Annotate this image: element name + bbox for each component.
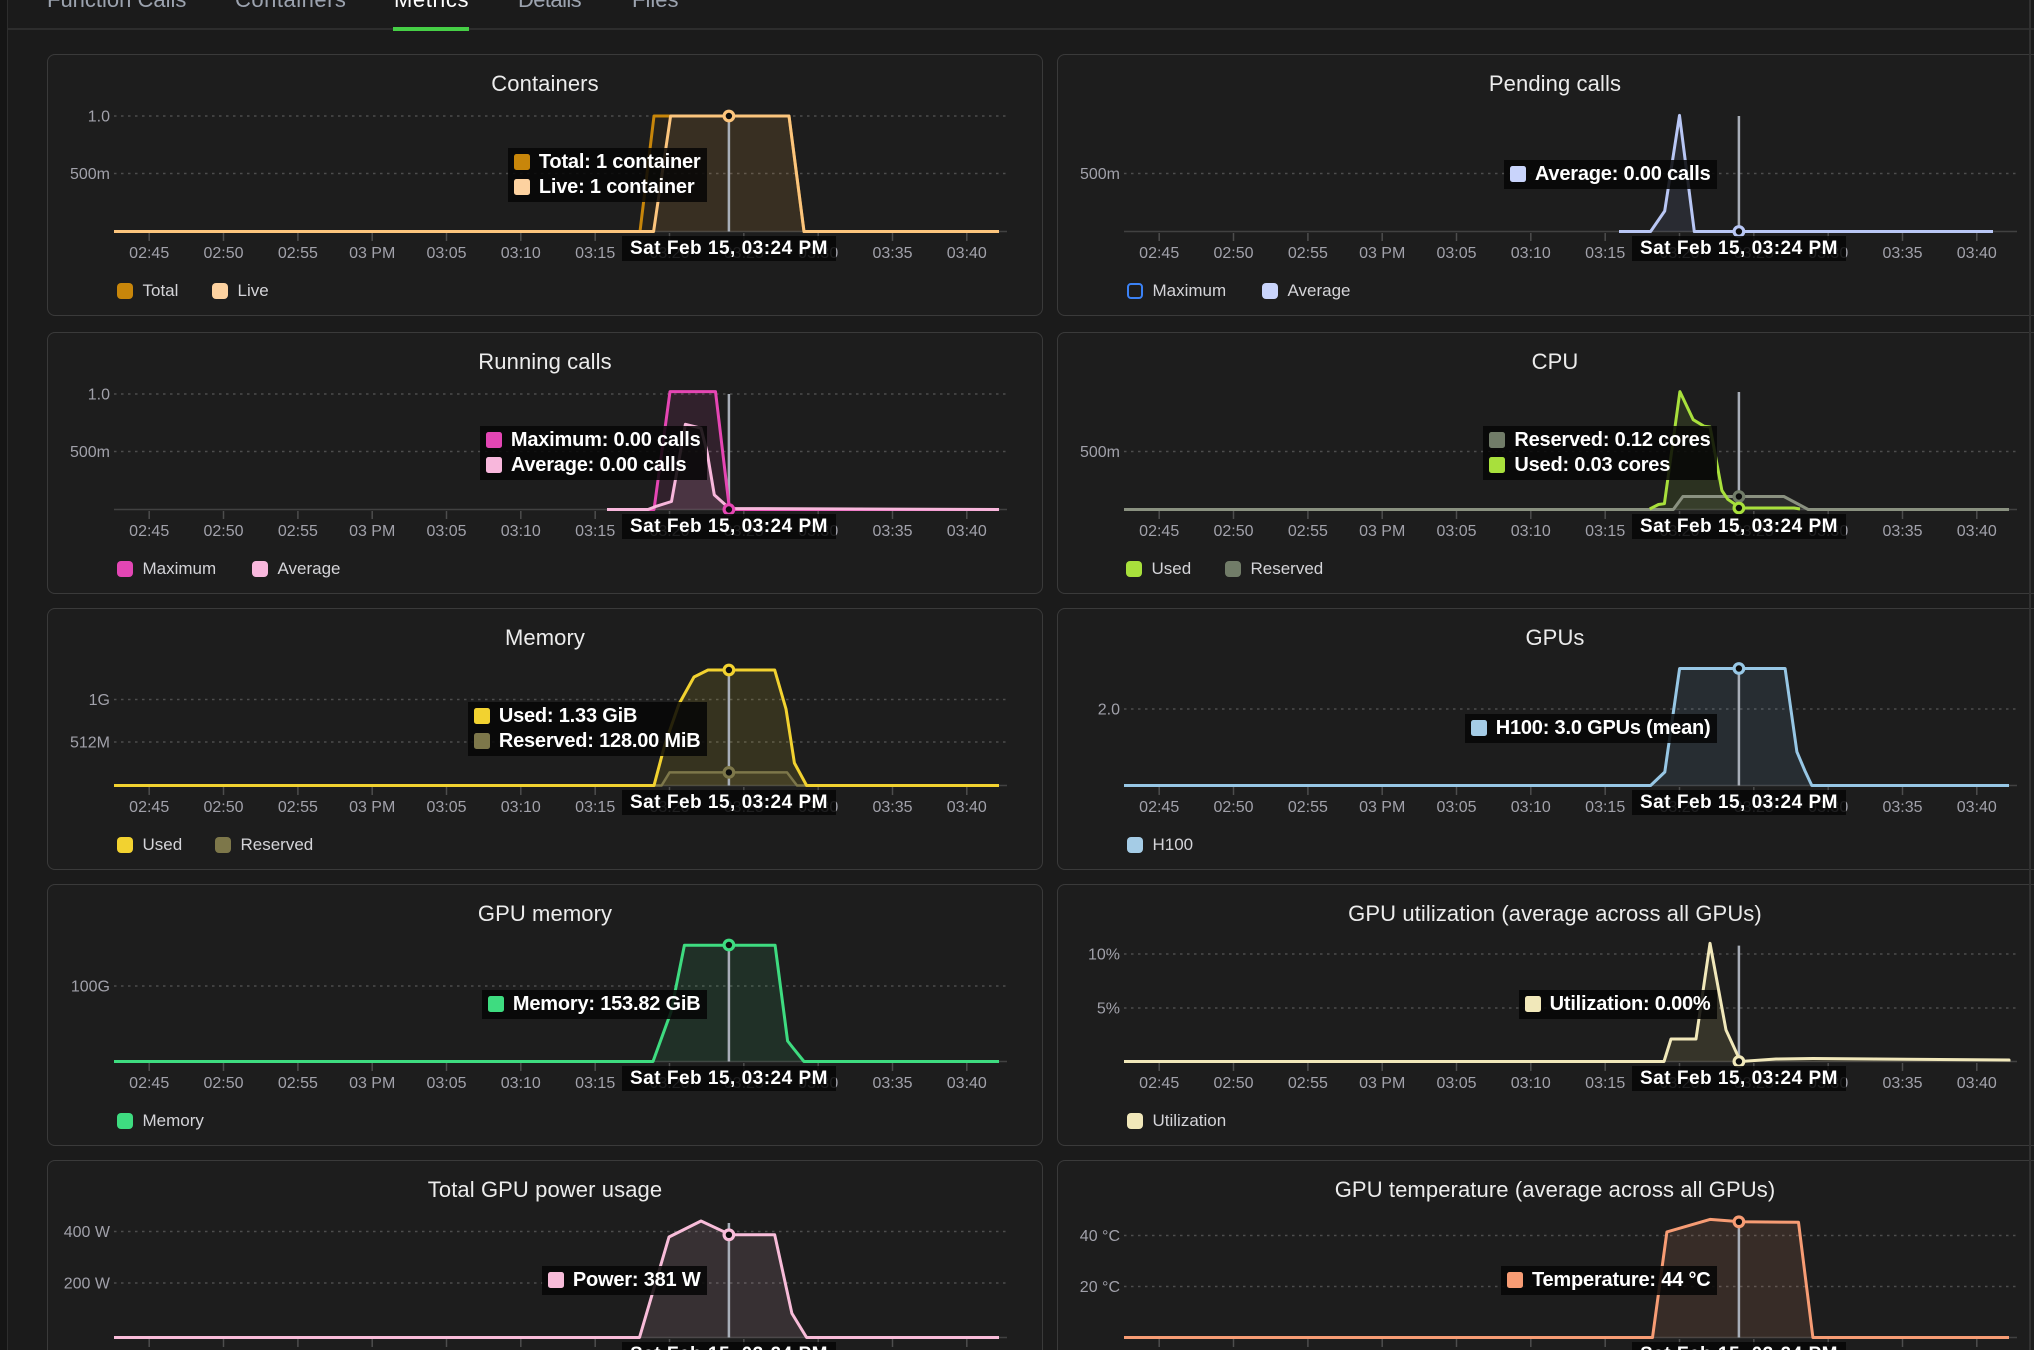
svg-text:500m: 500m bbox=[1080, 444, 1120, 461]
svg-text:02:55: 02:55 bbox=[1288, 245, 1328, 262]
svg-text:02:50: 02:50 bbox=[203, 523, 243, 540]
svg-text:02:50: 02:50 bbox=[1213, 799, 1253, 816]
svg-text:03 PM: 03 PM bbox=[349, 245, 395, 262]
svg-text:02:50: 02:50 bbox=[1213, 1075, 1253, 1092]
svg-text:02:45: 02:45 bbox=[1139, 245, 1179, 262]
svg-text:03:15: 03:15 bbox=[1585, 523, 1625, 540]
svg-text:03:40: 03:40 bbox=[947, 1075, 987, 1092]
svg-text:03:40: 03:40 bbox=[947, 799, 987, 816]
svg-text:03:15: 03:15 bbox=[575, 523, 615, 540]
svg-text:03 PM: 03 PM bbox=[349, 523, 395, 540]
svg-text:02:45: 02:45 bbox=[129, 523, 169, 540]
svg-text:03:10: 03:10 bbox=[501, 245, 541, 262]
svg-text:03:05: 03:05 bbox=[1436, 1075, 1476, 1092]
svg-text:03:35: 03:35 bbox=[1882, 1075, 1922, 1092]
svg-text:03:15: 03:15 bbox=[1585, 245, 1625, 262]
svg-text:02:45: 02:45 bbox=[1139, 1075, 1179, 1092]
svg-text:100G: 100G bbox=[71, 979, 110, 996]
svg-text:03:35: 03:35 bbox=[1882, 245, 1922, 262]
svg-text:03:40: 03:40 bbox=[1957, 523, 1997, 540]
svg-text:5%: 5% bbox=[1097, 1001, 1120, 1018]
svg-text:500m: 500m bbox=[70, 444, 110, 461]
svg-text:500m: 500m bbox=[70, 166, 110, 183]
svg-text:1.0: 1.0 bbox=[88, 109, 110, 126]
svg-text:03:15: 03:15 bbox=[1585, 799, 1625, 816]
svg-text:02:45: 02:45 bbox=[129, 799, 169, 816]
svg-text:03:40: 03:40 bbox=[947, 245, 987, 262]
svg-text:400 W: 400 W bbox=[64, 1224, 111, 1241]
svg-text:02:45: 02:45 bbox=[1139, 799, 1179, 816]
svg-text:03:15: 03:15 bbox=[1585, 1075, 1625, 1092]
svg-text:1.0: 1.0 bbox=[88, 387, 110, 404]
svg-text:03 PM: 03 PM bbox=[1359, 245, 1405, 262]
svg-text:03:10: 03:10 bbox=[1511, 523, 1551, 540]
svg-text:02:55: 02:55 bbox=[1288, 799, 1328, 816]
svg-text:03:35: 03:35 bbox=[872, 799, 912, 816]
svg-text:03:35: 03:35 bbox=[872, 245, 912, 262]
svg-text:03:15: 03:15 bbox=[575, 799, 615, 816]
svg-text:02:55: 02:55 bbox=[278, 799, 318, 816]
svg-text:02:55: 02:55 bbox=[1288, 523, 1328, 540]
svg-text:2.0: 2.0 bbox=[1098, 702, 1120, 719]
svg-text:03:05: 03:05 bbox=[426, 1075, 466, 1092]
svg-text:02:50: 02:50 bbox=[203, 1075, 243, 1092]
svg-text:40 °C: 40 °C bbox=[1080, 1228, 1120, 1245]
svg-text:02:50: 02:50 bbox=[203, 799, 243, 816]
svg-text:03:35: 03:35 bbox=[872, 523, 912, 540]
svg-text:03 PM: 03 PM bbox=[1359, 523, 1405, 540]
svg-text:03:15: 03:15 bbox=[575, 245, 615, 262]
svg-text:03:05: 03:05 bbox=[426, 523, 466, 540]
svg-text:03:40: 03:40 bbox=[1957, 799, 1997, 816]
svg-text:02:45: 02:45 bbox=[129, 245, 169, 262]
svg-text:03:10: 03:10 bbox=[501, 799, 541, 816]
svg-text:02:50: 02:50 bbox=[1213, 245, 1253, 262]
svg-text:03:40: 03:40 bbox=[947, 523, 987, 540]
svg-text:03:40: 03:40 bbox=[1957, 245, 1997, 262]
svg-text:200 W: 200 W bbox=[64, 1276, 111, 1293]
svg-text:02:55: 02:55 bbox=[278, 245, 318, 262]
svg-text:02:55: 02:55 bbox=[278, 523, 318, 540]
svg-text:20 °C: 20 °C bbox=[1080, 1279, 1120, 1296]
svg-text:1G: 1G bbox=[89, 692, 110, 709]
svg-text:10%: 10% bbox=[1088, 947, 1120, 964]
svg-text:03:40: 03:40 bbox=[1957, 1075, 1997, 1092]
svg-text:02:50: 02:50 bbox=[1213, 523, 1253, 540]
svg-text:03 PM: 03 PM bbox=[1359, 1075, 1405, 1092]
svg-text:03:10: 03:10 bbox=[1511, 245, 1551, 262]
svg-text:03:05: 03:05 bbox=[426, 799, 466, 816]
svg-text:03:35: 03:35 bbox=[1882, 799, 1922, 816]
svg-text:02:55: 02:55 bbox=[278, 1075, 318, 1092]
svg-text:03:10: 03:10 bbox=[1511, 799, 1551, 816]
svg-text:03:05: 03:05 bbox=[1436, 245, 1476, 262]
svg-text:03 PM: 03 PM bbox=[349, 799, 395, 816]
svg-text:03:05: 03:05 bbox=[1436, 523, 1476, 540]
svg-text:03:10: 03:10 bbox=[501, 523, 541, 540]
svg-text:02:50: 02:50 bbox=[203, 245, 243, 262]
svg-text:03 PM: 03 PM bbox=[1359, 799, 1405, 816]
svg-text:03:10: 03:10 bbox=[1511, 1075, 1551, 1092]
svg-text:02:55: 02:55 bbox=[1288, 1075, 1328, 1092]
svg-text:03:35: 03:35 bbox=[1882, 523, 1922, 540]
svg-text:02:45: 02:45 bbox=[1139, 523, 1179, 540]
svg-text:512M: 512M bbox=[70, 735, 110, 752]
svg-text:02:45: 02:45 bbox=[129, 1075, 169, 1092]
svg-text:03:35: 03:35 bbox=[872, 1075, 912, 1092]
svg-text:03 PM: 03 PM bbox=[349, 1075, 395, 1092]
svg-text:03:05: 03:05 bbox=[426, 245, 466, 262]
svg-text:03:05: 03:05 bbox=[1436, 799, 1476, 816]
svg-text:03:10: 03:10 bbox=[501, 1075, 541, 1092]
svg-text:03:15: 03:15 bbox=[575, 1075, 615, 1092]
svg-text:500m: 500m bbox=[1080, 166, 1120, 183]
